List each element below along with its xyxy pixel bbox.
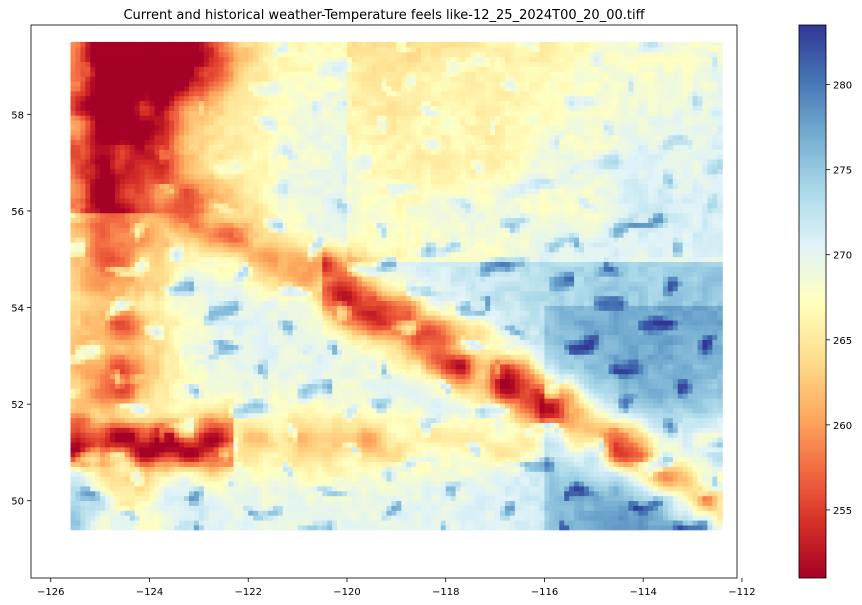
colorbar-tick-label: 265	[833, 336, 852, 347]
plot-frame	[30, 24, 738, 579]
y-tick-label: 50	[11, 497, 24, 508]
y-axis: 50 52 54 56 58	[11, 110, 31, 508]
x-tick-label: −124	[136, 587, 163, 598]
colorbar-tick-label: 260	[833, 421, 852, 432]
colorbar-tick-label: 275	[833, 166, 852, 177]
x-tick-label: −120	[333, 587, 360, 598]
x-tick-label: −126	[37, 587, 64, 598]
x-tick-label: −122	[234, 587, 261, 598]
y-tick-label: 58	[11, 110, 24, 121]
y-tick-label: 56	[11, 207, 24, 218]
colorbar-tick-label: 280	[833, 81, 852, 92]
x-tick-label: −114	[629, 587, 656, 598]
y-tick-label: 54	[11, 304, 24, 315]
x-axis: −126 −124 −122 −120 −118 −116 −114 −112	[37, 578, 756, 598]
colorbar-axis: 255 260 265 270 275 280	[826, 81, 852, 517]
temperature-raster	[70, 41, 723, 531]
x-tick-label: −112	[728, 587, 755, 598]
x-tick-label: −116	[531, 587, 558, 598]
colorbar-tick-label: 255	[833, 506, 852, 517]
colorbar	[798, 24, 827, 579]
chart-title: Current and historical weather-Temperatu…	[123, 8, 645, 23]
x-tick-label: −118	[432, 587, 459, 598]
y-tick-label: 52	[11, 400, 24, 411]
colorbar-tick-label: 270	[833, 251, 852, 262]
